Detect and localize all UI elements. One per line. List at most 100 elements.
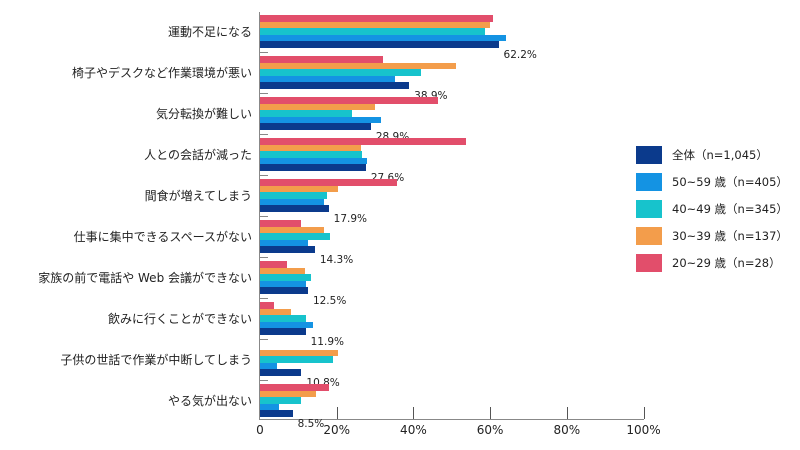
bar [260,384,329,391]
category-label: 運動不足になる [167,25,252,39]
data-value-label: 8.5% [297,418,325,430]
bar [260,157,367,165]
x-tick-label: 60% [476,423,504,437]
bar [260,41,499,48]
data-value-label: 17.9% [333,213,367,225]
x-tick-mark [413,407,415,419]
legend-item-overall: 全体（n=1,045） [636,141,788,168]
category-label: 人との会話が減った [144,148,252,162]
category-label: 子供の世話で作業が中断してしまう [60,353,252,367]
x-tick-label: 100% [626,423,661,437]
bar [260,144,361,152]
bar [260,103,375,111]
category-separator-tick [260,339,268,340]
x-tick-mark [566,407,568,419]
bar [260,390,316,398]
bar [260,192,327,199]
legend-label: 50~59 歳（n=405） [672,174,788,189]
bar [260,287,308,294]
category-separator-tick [260,298,268,299]
category-label: 仕事に集中できるスペースがない [73,230,252,244]
bar [260,397,302,404]
x-tick-mark [336,407,338,419]
bar [260,205,329,212]
bar [260,34,507,42]
legend-swatch-icon [636,226,662,245]
bar [260,267,305,275]
x-tick-label: 80% [553,423,581,437]
bar [260,403,279,411]
bar [260,315,306,322]
x-tick-mark [490,407,492,419]
bar [260,349,339,357]
bar [260,362,277,370]
category-label: 家族の前で電話や Web 会議ができない [38,271,252,285]
legend: 全体（n=1,045） 50~59 歳（n=405） 40~49 歳（n=345… [636,141,788,276]
bar [260,151,363,158]
legend-item-40s: 40~49 歳（n=345） [636,195,788,222]
bar [260,308,291,316]
bar [260,123,371,130]
category-separator-tick [260,93,268,94]
category-label: 飲みに行くことができない [107,312,252,326]
bar [260,280,307,288]
category-label: 気分転換が難しい [155,107,252,121]
legend-item-20s: 20~29 歳（n=28） [636,249,788,276]
bar [260,75,395,83]
legend-item-30s: 30~39 歳（n=137） [636,222,788,249]
category-label: 椅子やデスクなど作業環境が悪い [71,66,252,80]
category-separator-tick [260,134,268,135]
bar [260,274,311,281]
data-value-label: 14.3% [319,254,354,266]
bar [260,82,410,89]
bar [260,410,293,417]
bar [260,28,486,35]
bar [260,246,315,253]
bar [260,198,325,206]
category-separator-tick [260,380,268,381]
bar [260,302,274,309]
bar [260,62,456,70]
legend-label: 30~39 歳（n=137） [672,228,788,243]
legend-label: 20~29 歳（n=28） [672,255,781,270]
category-separator-tick [260,257,268,258]
bar [260,356,334,363]
bar [260,233,331,240]
data-value-label: 12.5% [312,295,347,307]
category-label: やる気が出ない [167,394,252,408]
legend-swatch-icon [636,172,662,191]
bar [260,179,397,186]
category-separator-tick [260,175,268,176]
x-tick-label: 0 [256,423,264,437]
bar [260,110,353,117]
data-value-label: 11.9% [310,336,344,348]
legend-swatch-icon [636,145,662,164]
bar [260,226,325,234]
bar [260,116,382,124]
legend-label: 全体（n=1,045） [672,147,768,162]
bar [260,220,302,227]
bar [260,15,493,22]
bar [260,56,384,63]
category-separator-tick [260,52,268,53]
bar [260,138,466,145]
bar [260,164,366,171]
bar [260,185,339,193]
bar [260,321,313,329]
legend-swatch-icon [636,199,662,218]
category-separator-tick [260,216,268,217]
bar [260,239,309,247]
x-tick-label: 20% [323,423,351,437]
data-value-label: 62.2% [503,49,537,61]
x-axis-line [259,419,644,420]
y-axis-line [259,12,260,420]
bar [260,21,490,29]
bar [260,328,306,335]
category-label: 間食が増えてしまう [144,189,252,203]
x-tick-mark [643,407,645,419]
bar [260,97,438,104]
bar [260,369,302,376]
bar [260,261,288,268]
bar [260,69,422,76]
